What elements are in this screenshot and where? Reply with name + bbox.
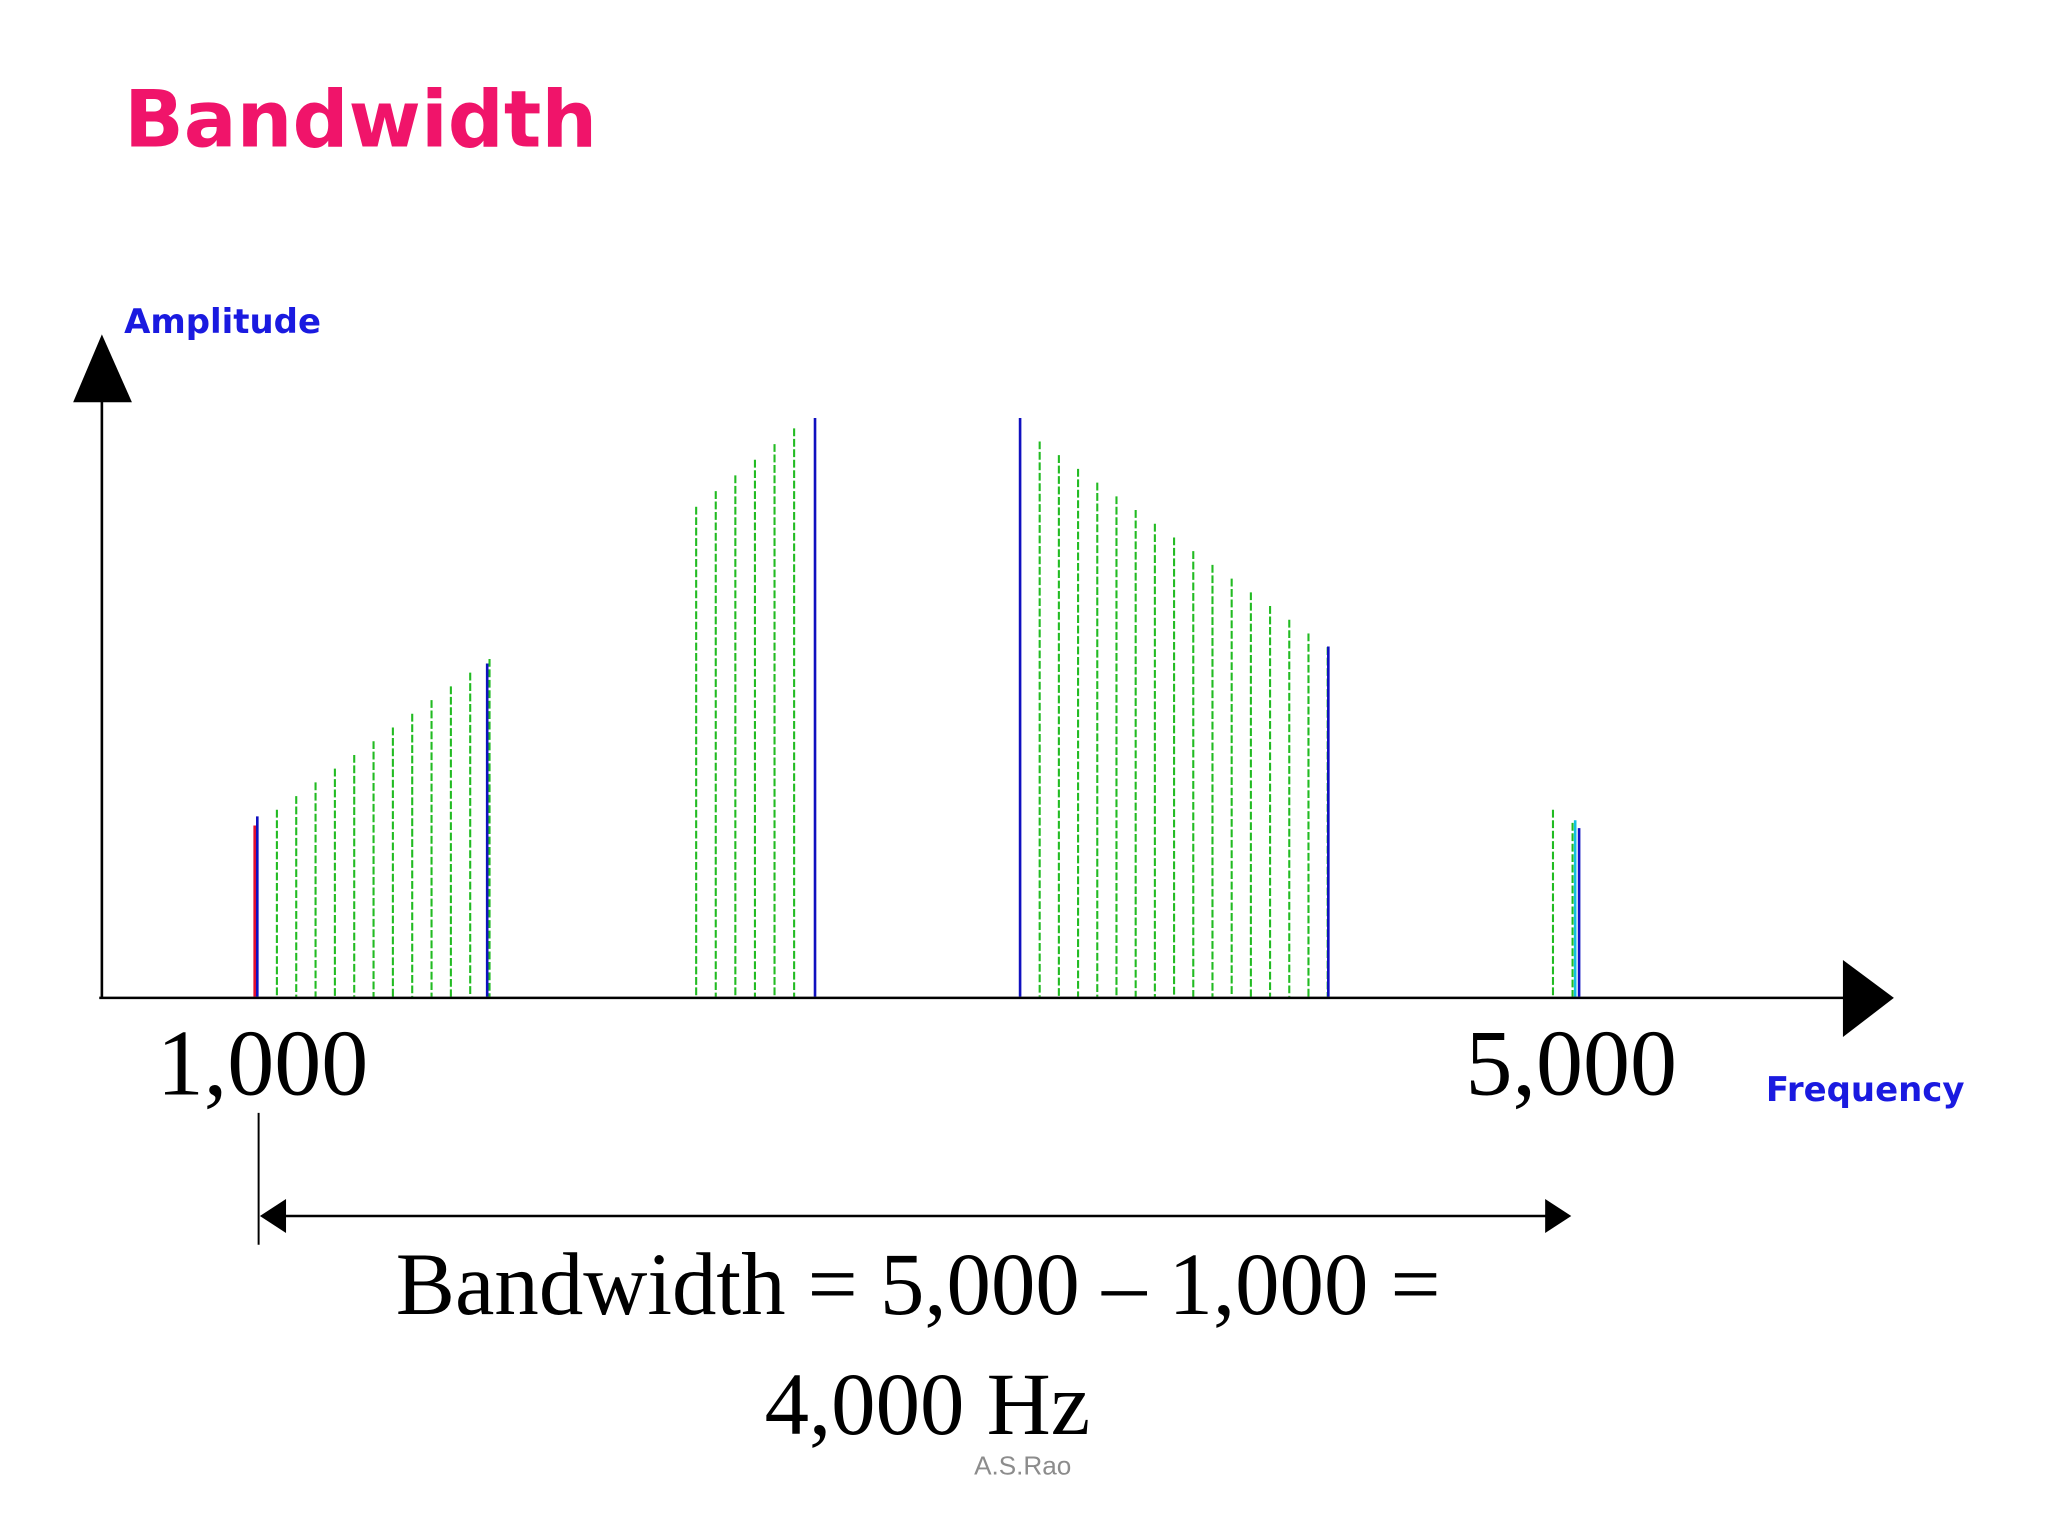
span-arrow-right (1545, 1199, 1572, 1233)
equation-line-2: 4,000 Hz (765, 1356, 1091, 1454)
span-arrow-left (259, 1199, 287, 1233)
slide-title: Bandwidth (124, 74, 597, 165)
equation-line-1: Bandwidth = 5,000 – 1,000 = (396, 1236, 1441, 1334)
footer-author: A.S.Rao (974, 1451, 1071, 1481)
x-arrow (1842, 960, 1894, 1038)
y-arrow (73, 334, 132, 403)
high-frequency-label: 5,000 (1465, 1012, 1677, 1116)
spectrum (253, 417, 1581, 997)
y-axis-label: Amplitude (124, 302, 321, 342)
low-frequency-label: 1,000 (157, 1012, 369, 1116)
x-axis-label: Frequency (1766, 1070, 1965, 1110)
